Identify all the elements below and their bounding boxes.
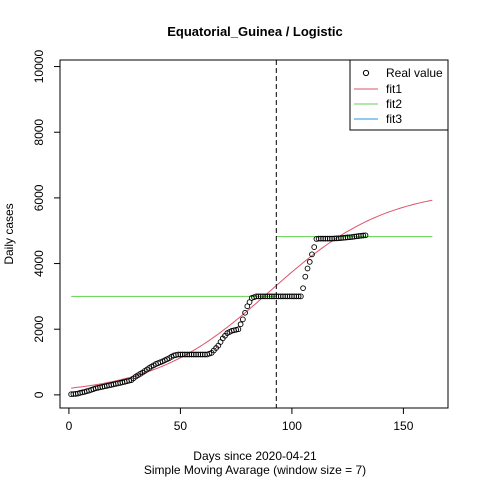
x-tick-label: 50: [174, 419, 188, 433]
y-tick-label: 8000: [32, 119, 46, 146]
legend-box: [349, 59, 449, 131]
x-axis-label: Days since 2020-04-21: [193, 449, 317, 463]
y-tick-label: 10000: [32, 50, 46, 84]
legend-label-real-value: Real value: [386, 66, 443, 80]
x-tick-label: 0: [66, 419, 73, 433]
legend: Real value fit1 fit2 fit3: [349, 59, 449, 131]
series-line-fit1: [71, 199, 433, 389]
data-point-real-value: [235, 326, 242, 333]
legend-label-fit3: fit3: [386, 112, 402, 126]
series-layer: [68, 60, 433, 408]
data-point-real-value: [237, 321, 244, 328]
y-axis: 0 2000 4000 6000 8000 10000: [32, 50, 60, 398]
data-point-real-value: [362, 232, 369, 239]
chart-title: Equatorial_Guinea / Logistic: [167, 24, 343, 39]
data-point-real-value: [304, 265, 311, 272]
x-axis: 0 50 100 150: [66, 408, 414, 433]
data-point-real-value: [297, 293, 304, 300]
x-axis-sublabel: Simple Moving Avarage (window size = 7): [144, 463, 366, 477]
legend-marker-real-value: [362, 69, 370, 77]
data-point-real-value: [126, 377, 132, 384]
plot-box: [59, 59, 449, 409]
legend-label-fit2: fit2: [386, 97, 402, 111]
data-point-real-value: [360, 232, 367, 239]
y-tick-label: 0: [32, 391, 46, 398]
x-tick-label: 100: [282, 419, 302, 433]
y-axis-label: Daily cases: [2, 203, 16, 264]
legend-label-fit1: fit1: [386, 82, 402, 96]
x-tick-label: 150: [393, 419, 413, 433]
data-point-real-value: [306, 259, 313, 265]
data-point-real-value: [311, 244, 318, 250]
data-point-real-value: [309, 251, 315, 258]
y-tick-label: 2000: [32, 316, 46, 343]
y-tick-label: 6000: [32, 184, 46, 211]
y-tick-label: 4000: [32, 250, 46, 277]
data-point-real-value: [295, 293, 302, 300]
data-point-real-value: [233, 326, 240, 333]
data-point-real-value: [242, 309, 248, 316]
data-point-real-value: [300, 285, 306, 292]
data-point-real-value: [302, 273, 309, 280]
data-point-real-value: [240, 316, 246, 323]
